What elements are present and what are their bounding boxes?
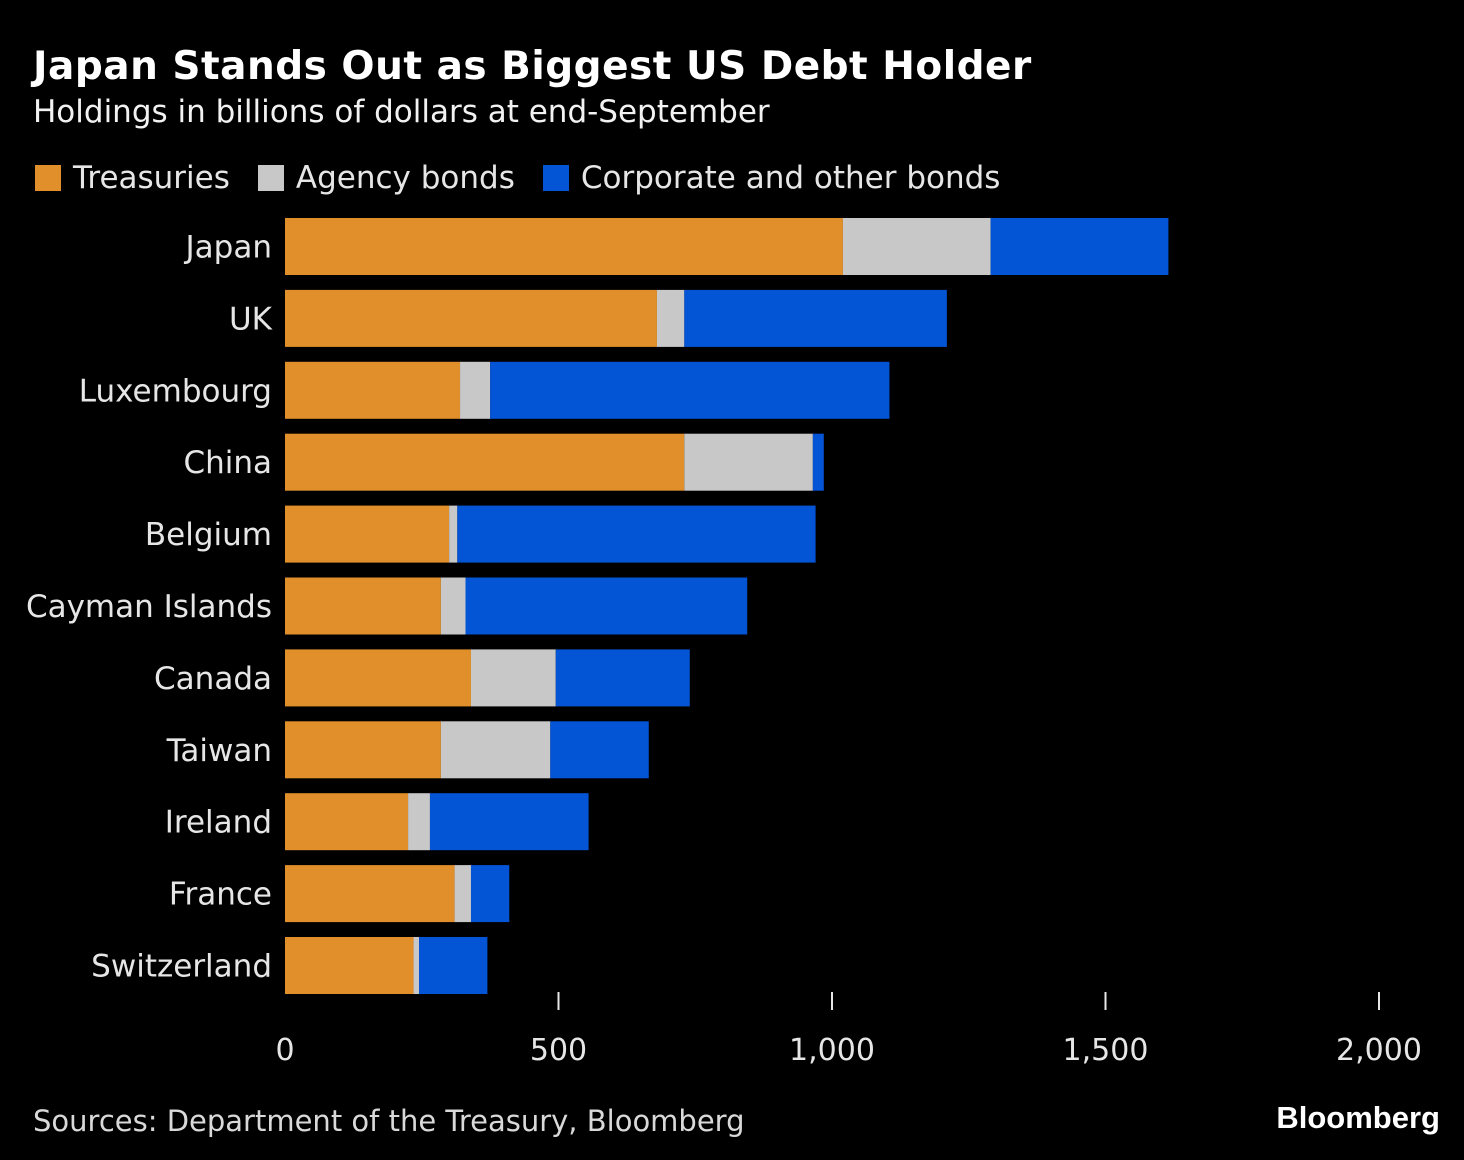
legend-label-treasuries: Treasuries xyxy=(73,160,230,196)
bar-ireland-treasuries xyxy=(285,793,409,851)
bar-uk-treasuries xyxy=(285,289,657,347)
legend: Treasuries Agency bonds Corporate and ot… xyxy=(35,160,1028,196)
legend-swatch-corporate-bonds xyxy=(542,165,569,191)
x-tick-label-2000: 2,000 xyxy=(1336,1033,1422,1068)
bar-uk-agency-bonds xyxy=(656,289,685,347)
x-tick-label-0: 0 xyxy=(275,1033,294,1068)
bar-taiwan-agency-bonds xyxy=(440,721,551,779)
bar-switzerland-corporate-and-other-bonds xyxy=(419,937,488,994)
bar-luxembourg-corporate-and-other-bonds xyxy=(490,361,890,419)
bar-luxembourg-agency-bonds xyxy=(460,361,491,419)
bar-switzerland-agency-bonds xyxy=(413,937,420,994)
bar-france-agency-bonds xyxy=(454,865,471,923)
x-tick-label-1500: 1,500 xyxy=(1063,1033,1149,1068)
bar-france-corporate-and-other-bonds xyxy=(470,865,510,923)
chart-title: Japan Stands Out as Biggest US Debt Hold… xyxy=(33,44,1032,89)
category-label-taiwan: Taiwan xyxy=(166,733,272,769)
category-label-france: France xyxy=(169,877,272,913)
bar-canada-agency-bonds xyxy=(470,649,556,707)
bar-belgium-agency-bonds xyxy=(449,505,458,563)
bar-taiwan-treasuries xyxy=(285,721,441,779)
bar-china-treasuries xyxy=(285,433,685,491)
category-label-ireland: Ireland xyxy=(165,805,272,841)
legend-swatch-agency-bonds xyxy=(257,165,284,191)
category-label-luxembourg: Luxembourg xyxy=(79,373,272,409)
source-note: Sources: Department of the Treasury, Blo… xyxy=(33,1104,745,1138)
category-label-china: China xyxy=(183,445,272,481)
bar-japan-agency-bonds xyxy=(842,218,991,275)
bar-france-treasuries xyxy=(285,865,455,923)
legend-swatch-treasuries xyxy=(35,165,61,191)
bar-ireland-corporate-and-other-bonds xyxy=(429,793,589,851)
legend-item-corporate-bonds: Corporate and other bonds xyxy=(542,160,1001,196)
bar-japan-corporate-and-other-bonds xyxy=(990,218,1169,275)
category-label-switzerland: Switzerland xyxy=(91,949,272,985)
category-label-uk: UK xyxy=(229,301,273,337)
category-label-belgium: Belgium xyxy=(145,517,272,553)
bar-cayman-islands-agency-bonds xyxy=(440,577,466,635)
bar-luxembourg-treasuries xyxy=(285,361,461,419)
category-label-canada: Canada xyxy=(154,661,272,697)
bar-taiwan-corporate-and-other-bonds xyxy=(550,721,649,779)
category-label-japan: Japan xyxy=(184,230,272,266)
bar-chart: Japan UK Luxembourg China Belgium Cayman Isla… xyxy=(26,218,1422,1068)
legend-item-treasuries: Treasuries xyxy=(35,160,230,196)
bar-japan-treasuries xyxy=(285,218,843,275)
bar-canada-corporate-and-other-bonds xyxy=(555,649,690,707)
bar-uk-corporate-and-other-bonds xyxy=(684,289,947,347)
bar-ireland-agency-bonds xyxy=(408,793,430,851)
x-tick-label-1000: 1,000 xyxy=(789,1033,875,1068)
bar-switzerland-treasuries xyxy=(285,937,414,994)
legend-item-agency-bonds: Agency bonds xyxy=(257,160,515,196)
x-tick-label-500: 500 xyxy=(530,1033,587,1068)
bar-china-agency-bonds xyxy=(684,433,813,491)
bar-cayman-islands-treasuries xyxy=(285,577,441,635)
chart-subtitle: Holdings in billions of dollars at end-S… xyxy=(33,94,770,130)
legend-label-agency-bonds: Agency bonds xyxy=(295,160,515,196)
bar-belgium-treasuries xyxy=(285,505,450,563)
bar-canada-treasuries xyxy=(285,649,471,707)
category-label-cayman-islands: Cayman Islands xyxy=(26,589,272,625)
bar-china-corporate-and-other-bonds xyxy=(812,433,824,491)
bar-belgium-corporate-and-other-bonds xyxy=(457,505,816,563)
bloomberg-logo: Bloomberg xyxy=(1276,1100,1440,1135)
bar-cayman-islands-corporate-and-other-bonds xyxy=(465,577,748,635)
legend-label-corporate-bonds: Corporate and other bonds xyxy=(580,160,1001,196)
